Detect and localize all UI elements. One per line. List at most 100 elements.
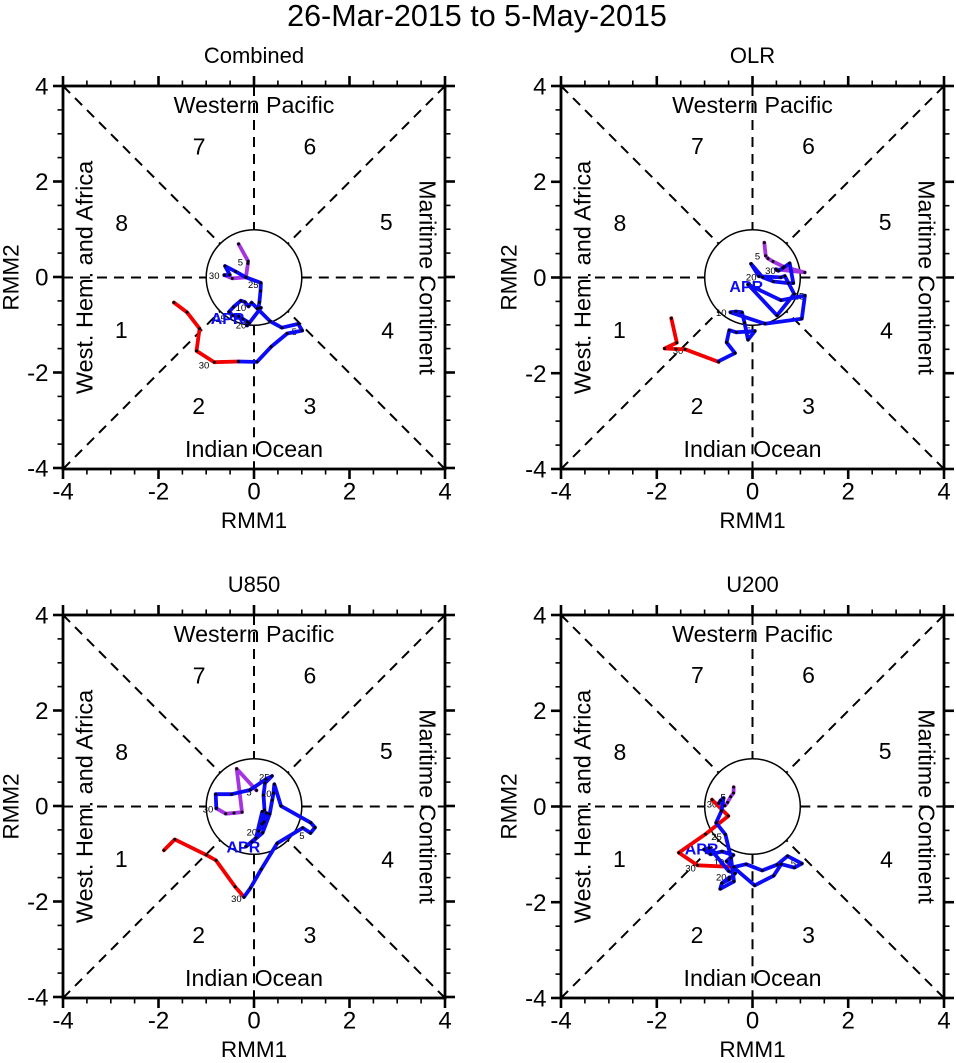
svg-text:0: 0 [247, 1007, 260, 1034]
svg-text:10: 10 [714, 857, 725, 868]
svg-text:30: 30 [199, 361, 210, 372]
svg-text:20: 20 [716, 873, 727, 884]
svg-text:30: 30 [673, 346, 684, 357]
svg-text:3: 3 [802, 922, 815, 948]
svg-text:2: 2 [343, 1007, 356, 1034]
svg-text:Maritime Continent: Maritime Continent [415, 709, 441, 904]
svg-text:2: 2 [192, 922, 205, 948]
svg-text:25: 25 [259, 772, 270, 783]
svg-text:6: 6 [304, 663, 317, 689]
svg-text:8: 8 [115, 210, 128, 236]
svg-text:4: 4 [438, 478, 451, 505]
svg-text:-2: -2 [646, 1007, 667, 1034]
svg-text:10: 10 [261, 789, 272, 800]
svg-text:5: 5 [246, 788, 251, 799]
svg-text:-4: -4 [52, 478, 73, 505]
svg-text:7: 7 [193, 663, 206, 689]
svg-text:30: 30 [707, 799, 718, 810]
svg-text:Maritime Continent: Maritime Continent [415, 180, 441, 375]
svg-text:4: 4 [35, 603, 48, 630]
svg-text:20: 20 [236, 321, 247, 332]
svg-text:30: 30 [231, 894, 242, 905]
svg-text:5: 5 [380, 209, 393, 235]
svg-text:0: 0 [35, 265, 48, 292]
svg-text:RMM2: RMM2 [496, 773, 521, 839]
svg-text:0: 0 [746, 478, 759, 505]
svg-text:Western Pacific: Western Pacific [174, 621, 335, 647]
svg-text:4: 4 [937, 478, 950, 505]
svg-text:Indian Ocean: Indian Ocean [684, 965, 822, 991]
svg-text:OLR: OLR [730, 43, 775, 68]
svg-text:Indian Ocean: Indian Ocean [684, 436, 822, 462]
svg-text:1: 1 [613, 317, 626, 343]
svg-text:0: 0 [533, 794, 546, 821]
svg-text:8: 8 [614, 739, 627, 765]
svg-text:3: 3 [304, 922, 317, 948]
svg-text:2: 2 [35, 698, 48, 725]
svg-text:25: 25 [711, 832, 722, 843]
svg-text:-4: -4 [550, 1007, 571, 1034]
svg-text:2: 2 [192, 393, 205, 419]
svg-text:5: 5 [299, 831, 304, 842]
svg-text:4: 4 [533, 74, 546, 101]
svg-text:4: 4 [937, 1007, 950, 1034]
svg-text:2: 2 [842, 1007, 855, 1034]
svg-text:26-Mar-2015 to 5-May-2015: 26-Mar-2015 to 5-May-2015 [287, 0, 667, 33]
svg-text:3: 3 [304, 393, 317, 419]
svg-text:1: 1 [115, 846, 128, 872]
svg-text:West. Hem. and Africa: West. Hem. and Africa [72, 689, 98, 923]
svg-text:1: 1 [613, 846, 626, 872]
svg-text:-4: -4 [52, 1007, 73, 1034]
svg-text:Indian Ocean: Indian Ocean [185, 436, 323, 462]
svg-text:10: 10 [716, 308, 727, 319]
svg-text:West. Hem. and Africa: West. Hem. and Africa [570, 689, 596, 923]
svg-text:8: 8 [115, 739, 128, 765]
svg-text:10: 10 [236, 303, 247, 314]
svg-text:3: 3 [802, 393, 815, 419]
svg-text:5: 5 [791, 859, 796, 870]
svg-text:Western Pacific: Western Pacific [174, 92, 335, 118]
svg-text:30: 30 [209, 271, 220, 282]
svg-text:4: 4 [381, 317, 394, 343]
svg-text:2: 2 [343, 478, 356, 505]
svg-text:7: 7 [691, 662, 704, 688]
svg-text:4: 4 [35, 74, 48, 101]
svg-text:4: 4 [438, 1007, 451, 1034]
svg-text:30: 30 [765, 266, 776, 277]
svg-text:-2: -2 [525, 890, 546, 917]
svg-text:-4: -4 [27, 456, 48, 483]
svg-text:6: 6 [802, 662, 815, 688]
svg-text:0: 0 [247, 478, 260, 505]
svg-text:0: 0 [35, 794, 48, 821]
svg-text:-4: -4 [525, 986, 546, 1013]
svg-text:RMM1: RMM1 [221, 508, 287, 533]
svg-text:Western Pacific: Western Pacific [672, 621, 833, 647]
svg-text:RMM2: RMM2 [0, 773, 23, 839]
svg-text:5: 5 [238, 258, 243, 269]
svg-text:4: 4 [880, 318, 893, 344]
svg-text:5: 5 [879, 738, 892, 764]
svg-text:-2: -2 [525, 361, 546, 388]
svg-text:4: 4 [533, 603, 546, 630]
svg-text:Combined: Combined [204, 43, 304, 68]
svg-text:30: 30 [203, 804, 214, 815]
svg-text:5: 5 [380, 738, 393, 764]
svg-text:4: 4 [381, 846, 394, 872]
svg-text:-4: -4 [525, 457, 546, 484]
svg-text:2: 2 [691, 922, 704, 948]
svg-text:6: 6 [304, 134, 317, 160]
svg-text:6: 6 [802, 133, 815, 159]
svg-text:20: 20 [247, 828, 258, 839]
svg-text:-2: -2 [27, 360, 48, 387]
svg-text:0: 0 [533, 265, 546, 292]
svg-text:8: 8 [614, 210, 627, 236]
svg-text:-2: -2 [148, 1007, 169, 1034]
svg-text:Maritime Continent: Maritime Continent [914, 709, 940, 904]
svg-text:Indian Ocean: Indian Ocean [185, 965, 323, 991]
svg-text:RMM2: RMM2 [0, 244, 23, 310]
svg-text:U850: U850 [228, 572, 281, 597]
svg-text:RMM1: RMM1 [719, 508, 785, 533]
svg-text:-4: -4 [550, 478, 571, 505]
svg-text:-2: -2 [646, 478, 667, 505]
svg-text:U200: U200 [726, 572, 779, 597]
